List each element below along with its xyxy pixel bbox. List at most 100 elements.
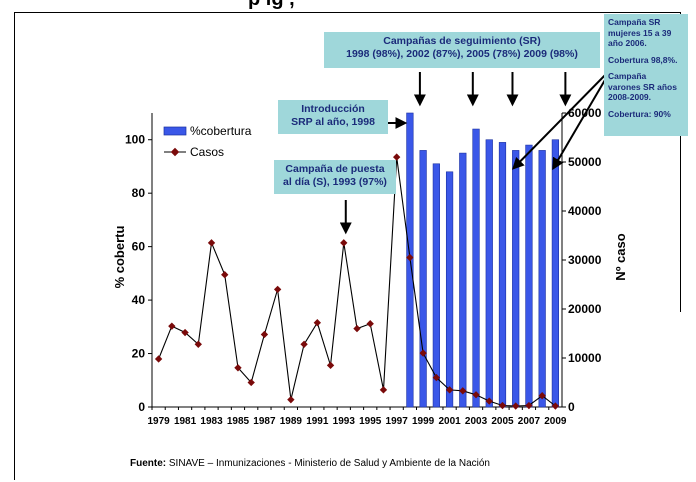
source-footer: Fuente: SINAVE – Inmunizaciones - Minist… <box>130 458 490 469</box>
cases-point <box>207 239 216 247</box>
y-tick-label: 80 <box>132 186 146 200</box>
cases-line <box>158 157 556 407</box>
annotation-side-line6: varones SR años <box>608 81 677 92</box>
cases-point <box>181 328 189 337</box>
cases-point <box>538 392 546 400</box>
legend-line-marker <box>170 147 180 157</box>
x-tick-label: 2003 <box>465 416 488 427</box>
x-tick-label: 2009 <box>544 416 567 427</box>
x-tick-label: 1997 <box>386 416 409 427</box>
y-tick-label: 100 <box>125 133 145 147</box>
x-tick-label: 1993 <box>333 416 356 427</box>
x-tick-label: 1983 <box>200 416 223 427</box>
x-tick-label: 2005 <box>491 416 514 427</box>
slide-frame-right <box>680 12 681 312</box>
annotation-side-line4: Cobertura 98,8%. <box>608 54 678 65</box>
x-tick-label: 2001 <box>438 416 461 427</box>
y2-tick-label: 20000 <box>568 302 602 316</box>
cases-series <box>154 153 560 410</box>
coverage-bar <box>472 128 480 408</box>
cases-point <box>247 378 255 387</box>
source-text: SINAVE – Inmunizaciones - Ministerio de … <box>166 458 490 469</box>
annotation-arrows <box>339 67 613 235</box>
x-tick-label: 1985 <box>227 416 250 427</box>
annotation-puesta-line2: al día (S), 1993 (97%) <box>283 176 387 188</box>
y-tick-label: 20 <box>132 347 146 361</box>
x-tick-label: 1999 <box>412 416 435 427</box>
coverage-bar <box>445 171 454 408</box>
y-tick-label: 60 <box>132 240 146 254</box>
cases-point <box>194 340 202 348</box>
source-label: Fuente: <box>130 458 167 469</box>
slide-title: p ig , <box>248 0 295 11</box>
cases-point <box>366 320 374 328</box>
x-tick-label: 1989 <box>280 416 303 427</box>
cases-point <box>326 361 335 370</box>
side-arrow <box>552 67 613 171</box>
coverage-bars <box>406 112 559 408</box>
cases-point <box>551 402 560 410</box>
cases-point <box>300 340 308 348</box>
annotation-side-line8: Cobertura: 90% <box>608 108 671 119</box>
cases-point <box>168 322 176 330</box>
x-tick-label: 2007 <box>518 416 541 427</box>
cases-point <box>459 387 467 395</box>
cases-point <box>419 349 427 357</box>
slide-frame-top <box>14 12 680 13</box>
annotation-side-line2: mujeres 15 a 39 <box>608 27 672 38</box>
coverage-bar <box>459 152 467 408</box>
x-tick-label: 1979 <box>147 416 170 427</box>
y2-tick-label: 0 <box>568 400 575 414</box>
annotation-srp: Introducción SRP al año, 1998 <box>278 100 388 134</box>
y2-axis-label: Nº caso <box>613 233 628 280</box>
cases-point <box>340 239 348 247</box>
y-axis-label: % cobertu <box>112 226 127 289</box>
coverage-bar <box>432 163 440 408</box>
annotation-seguimiento-line1: Campañas de seguimiento (SR) <box>383 35 541 47</box>
coverage-bar <box>498 142 507 408</box>
cases-point <box>498 401 507 410</box>
annotation-puesta: Campaña de puesta al día (S), 1993 (97%) <box>274 160 396 194</box>
cases-point <box>512 402 520 410</box>
x-axis: 1979 1981 1983 1985 1987 1989 1991 1993 1995 1997… <box>147 406 567 427</box>
annotation-side: Campaña SR mujeres 15 a 39 año 2006. Cob… <box>604 14 688 136</box>
cases-point <box>485 397 493 405</box>
cases-point <box>313 319 321 327</box>
annotation-srp-line2: SRP al año, 1998 <box>291 116 375 128</box>
legend-line-label: Casos <box>190 145 224 159</box>
cases-point <box>525 401 533 410</box>
cases-point <box>393 153 401 161</box>
annotation-side-line5: Campaña <box>608 71 647 81</box>
cases-point <box>379 386 388 394</box>
coverage-bar <box>485 139 493 408</box>
slide-frame-left <box>14 12 15 480</box>
annotation-srp-line1: Introducción <box>301 103 365 115</box>
annotation-side-line7: 2008-2009. <box>608 92 652 102</box>
coverage-bar <box>512 150 520 408</box>
coverage-bar <box>551 139 559 408</box>
side-arrow <box>512 67 613 170</box>
cases-point <box>154 355 163 363</box>
cases-point <box>273 285 282 294</box>
x-tick-label: 1981 <box>174 416 197 427</box>
annotation-puesta-line1: Campaña de puesta <box>285 163 385 175</box>
coverage-bar <box>525 144 533 408</box>
y-tick-label: 40 <box>132 293 146 307</box>
y2-tick-label: 10000 <box>568 351 602 365</box>
cases-point <box>287 395 295 404</box>
annotation-seguimiento-line2: 1998 (98%), 2002 (87%), 2005 (78%) 2009 … <box>346 48 578 60</box>
cases-point <box>445 386 454 394</box>
annotation-side-line3: año 2006. <box>608 38 647 48</box>
y2-tick-label: 50000 <box>568 155 602 169</box>
annotation-seguimiento: Campañas de seguimiento (SR) 1998 (98%),… <box>324 32 600 68</box>
legend: %cobertura Casos <box>163 124 252 159</box>
y2-axis: 0100002000030000400005000060000 <box>561 106 602 414</box>
cases-point <box>221 271 229 279</box>
coverage-bar <box>419 150 427 408</box>
cases-point <box>353 324 361 333</box>
y2-tick-label: 30000 <box>568 253 602 267</box>
coverage-bar <box>538 150 546 408</box>
x-tick-label: 1995 <box>359 416 382 427</box>
